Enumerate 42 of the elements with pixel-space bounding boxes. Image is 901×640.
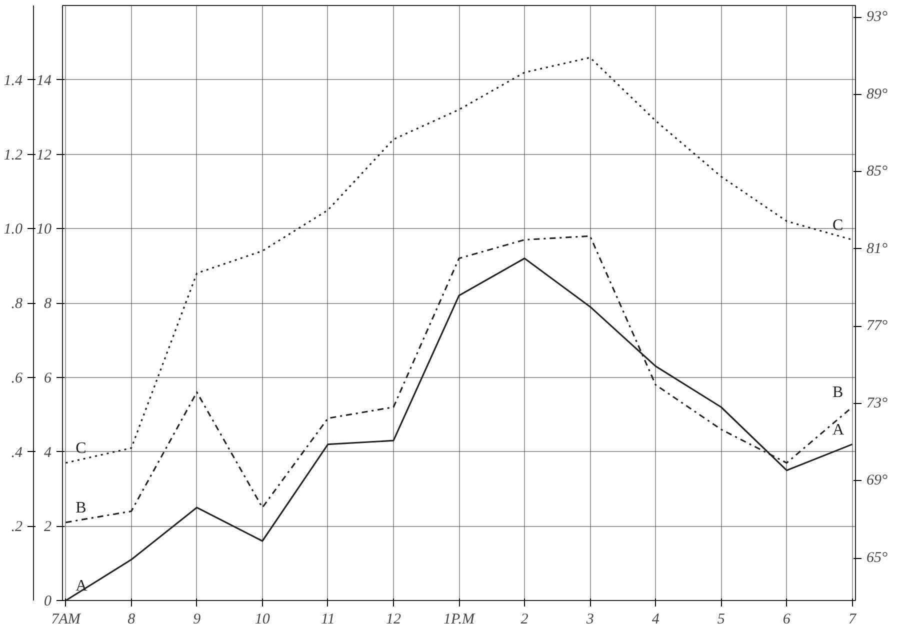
y-tick-label: 8 xyxy=(44,296,52,312)
y2-tick-label: 93° xyxy=(866,9,888,26)
y3-tick-label: 1.4 xyxy=(4,72,23,89)
y2-tick-label: 81° xyxy=(866,240,888,257)
y3-tick-label: .4 xyxy=(11,444,23,461)
series-label: B xyxy=(76,499,86,516)
x-tick-label: 6 xyxy=(782,612,791,628)
text: B xyxy=(832,384,844,402)
y3-tick-label: 1.2 xyxy=(4,147,23,164)
y2-tick-label: 85° xyxy=(866,164,888,180)
y2-tick-label: 89° xyxy=(866,86,888,102)
text: A xyxy=(832,421,844,438)
line-series xyxy=(64,56,854,464)
x-tick-label: 11 xyxy=(320,612,335,628)
y-tick-label: 0 xyxy=(44,594,52,610)
y3-tick-label: .6 xyxy=(11,370,23,386)
x-tick-label: 7 xyxy=(848,612,858,628)
x-tick-label: 1P.M xyxy=(444,612,476,628)
y-tick-label: 14 xyxy=(36,72,52,89)
y3-tick-label: .2 xyxy=(11,519,23,536)
y3-tick-label: 1.0 xyxy=(4,222,23,238)
x-tick-label: 8 xyxy=(128,612,136,628)
y-tick-label: 2 xyxy=(44,519,52,536)
x-tick-label: 9 xyxy=(193,612,202,628)
y-tick-label: 12 xyxy=(36,147,52,164)
x-tick-label: 3 xyxy=(585,612,594,628)
x-tick-label: 12 xyxy=(386,612,402,628)
y2-tick-label: 73° xyxy=(866,395,888,412)
y2-tick-label: 65° xyxy=(866,550,888,566)
y3-tick-label: .8 xyxy=(11,296,23,312)
x-tick-label: 7AM xyxy=(51,612,82,628)
y2-tick-label: 69° xyxy=(866,472,888,489)
y2-tick-label: 77° xyxy=(866,318,888,334)
series-label: C xyxy=(832,216,844,234)
x-tick-label: 5 xyxy=(717,612,726,628)
text: C xyxy=(76,440,86,457)
x-tick-label: 2 xyxy=(520,612,529,628)
y-tick-label: 6 xyxy=(44,370,52,386)
y-tick-label: 4 xyxy=(44,444,52,461)
x-tick-label: 4 xyxy=(652,612,660,628)
x-tick-label: 10 xyxy=(254,612,270,628)
y-tick-label: 10 xyxy=(36,222,52,238)
